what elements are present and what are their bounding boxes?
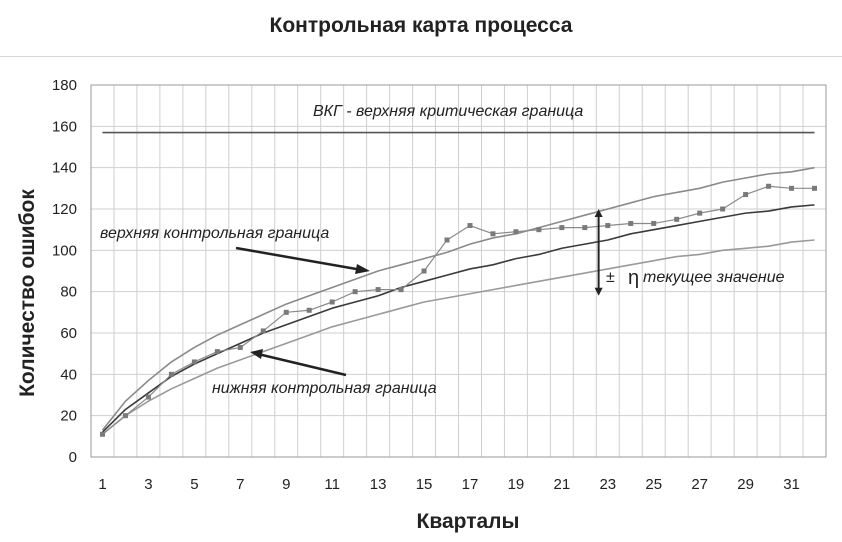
data-point [628,220,634,226]
data-point [720,206,726,212]
data-point [237,344,243,350]
lower-limit-arrowhead [250,349,263,359]
data-point [559,225,565,231]
y-tick-label: 0 [69,449,77,466]
x-tick-label: 17 [462,476,479,493]
data-point [582,225,588,231]
y-tick-label: 120 [52,201,77,218]
data-point [674,216,680,222]
lower-limit-arrow [257,352,347,377]
vkg-label: ВКГ - верхняя критическая граница [313,103,583,120]
range-marker-arrow-down [594,287,603,296]
eta-symbol: η [628,267,639,289]
x-tick-label: 15 [416,476,433,493]
data-point [352,289,358,295]
data-point [421,268,427,274]
series-line-3 [101,239,815,435]
data-point [536,227,542,233]
data-point [375,287,381,293]
y-tick-label: 160 [52,118,77,135]
x-tick-label: 23 [599,476,616,493]
y-tick-label: 180 [52,77,77,94]
series-layer [99,131,818,437]
data-point [743,192,749,198]
data-point [605,223,611,229]
data-point [122,413,128,419]
plus-minus-symbol: ± [606,269,615,286]
x-tick-label: 29 [737,476,754,493]
x-tick-label: 5 [190,476,198,493]
data-point [329,299,335,305]
upper-limit-arrow [235,246,363,272]
x-tick-label: 21 [554,476,571,493]
data-point [812,185,818,191]
data-point [168,371,174,377]
data-point [306,307,312,313]
upper-limit-label: верхняя контрольная граница [100,225,329,242]
range-marker-arrow-up [594,209,603,217]
data-point [490,231,496,237]
plot-border [90,84,827,458]
x-tick-label: 7 [236,476,244,493]
data-point [260,328,266,334]
data-point [467,223,473,229]
x-tick-label: 11 [324,476,340,493]
y-axis-title: Количество ошибок [16,189,39,397]
x-tick-label: 19 [508,476,525,493]
title-divider [0,56,842,57]
series-line-2 [101,204,815,433]
chart-title: Контрольная карта процесса [269,14,573,37]
annotation-arrows [235,246,370,377]
series-line-4 [102,185,815,435]
data-point [789,185,795,191]
y-tick-label: 100 [52,242,77,259]
x-tick-label: 1 [98,476,106,493]
data-point [283,309,289,315]
data-point [145,394,151,400]
lower-limit-label: нижняя контрольная граница [212,380,437,397]
x-tick-label: 27 [691,476,708,493]
data-point [214,349,220,355]
x-tick-label: 13 [370,476,387,493]
upper-limit-arrowhead [355,264,370,274]
data-point [444,237,450,243]
data-point [191,359,197,365]
y-tick-label: 80 [60,284,77,301]
data-point [398,287,404,293]
grid [91,84,827,458]
data-point [766,183,772,189]
x-tick-label: 25 [645,476,662,493]
x-tick-label: 31 [783,476,800,493]
y-tick-label: 20 [60,408,77,425]
y-tick-label: 40 [60,366,77,383]
x-axis-title: Кварталы [417,510,520,533]
current-value-label: текущее значение [643,269,785,286]
data-point [651,220,657,226]
data-point [99,431,105,437]
range-marker [594,209,603,296]
data-point [697,210,703,216]
y-tick-label: 60 [60,325,77,342]
y-tick-label: 140 [52,160,77,177]
data-point [513,229,519,235]
x-tick-label: 9 [282,476,290,493]
series-line-1 [101,166,815,431]
x-tick-label: 3 [144,476,152,493]
